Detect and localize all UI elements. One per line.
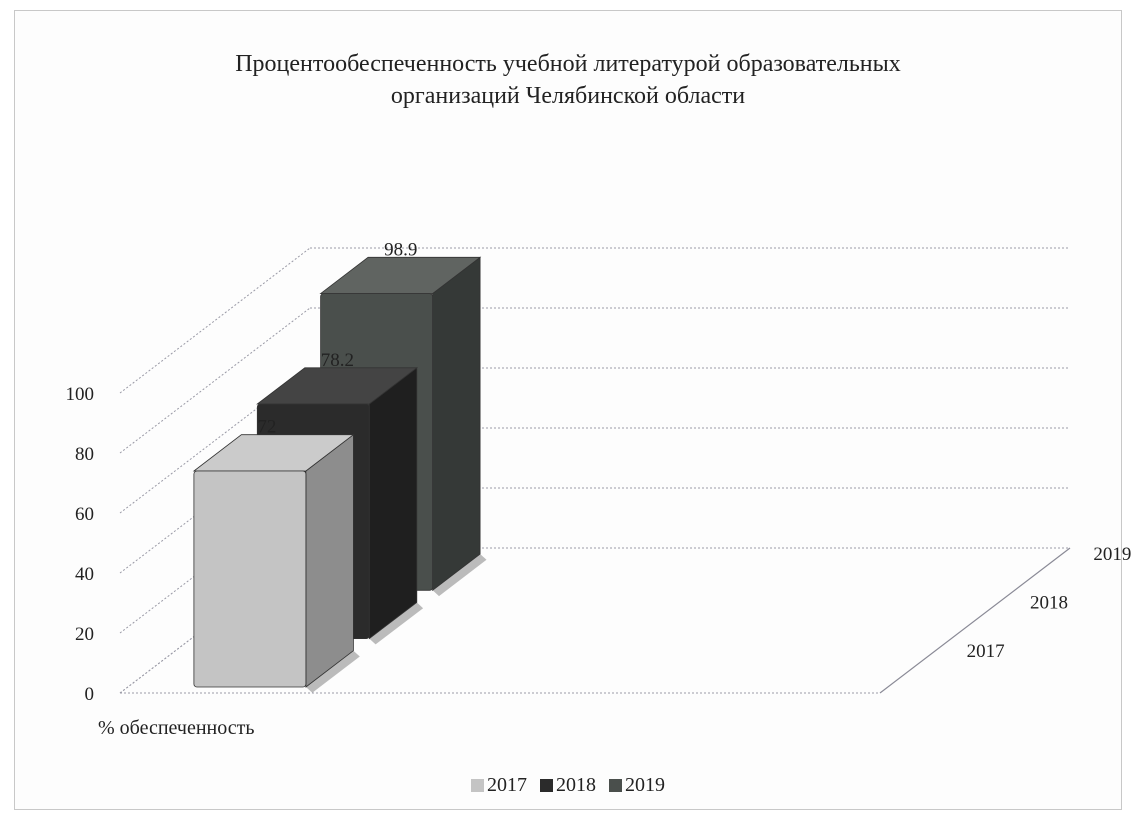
- legend-item-2019: 2019: [609, 774, 665, 797]
- data-label-2017: 72: [257, 417, 276, 438]
- data-label-2018: 78.2: [321, 350, 354, 371]
- chart-title: Процентообеспеченность учебной литератур…: [0, 48, 1136, 112]
- floor-right-edge: [879, 547, 1071, 694]
- legend-item-2017: 2017: [471, 774, 527, 797]
- y-tick-label-2: 40: [75, 564, 94, 585]
- bar-shadow-2018: [369, 602, 424, 645]
- y-tick-label-1: 20: [75, 624, 94, 645]
- side-gridline-5: [119, 247, 311, 394]
- bar-front-2017: [193, 470, 307, 688]
- depth-label-2017: 2017: [967, 641, 1005, 662]
- bar-shadow-2017: [305, 650, 360, 693]
- y-tick-label-4: 80: [75, 444, 94, 465]
- chart-title-line-1: Процентообеспеченность учебной литератур…: [235, 51, 901, 77]
- data-label-2019: 98.9: [384, 239, 417, 260]
- legend-item-2018: 2018: [540, 774, 596, 797]
- bar-side-2018: [368, 366, 418, 640]
- legend-swatch-2019: [609, 779, 622, 792]
- x-category-label: % обеспеченность: [98, 717, 254, 739]
- chart-legend: 2017 2018 2019: [0, 774, 1136, 797]
- legend-swatch-2018: [540, 779, 553, 792]
- bar-side-2019: [432, 256, 481, 592]
- legend-label-2017: 2017: [487, 774, 527, 796]
- bar-side-2017: [305, 433, 354, 688]
- legend-label-2018: 2018: [556, 774, 596, 796]
- depth-label-2019: 2019: [1093, 544, 1131, 565]
- chart-title-line-2: организаций Челябинской области: [390, 83, 746, 109]
- y-tick-label-5: 100: [66, 384, 95, 405]
- bar-shadow-2019: [432, 554, 487, 597]
- legend-label-2019: 2019: [625, 774, 665, 796]
- depth-label-2018: 2018: [1030, 593, 1068, 614]
- y-tick-label-0: 0: [85, 684, 95, 705]
- y-tick-label-3: 60: [75, 504, 94, 525]
- legend-swatch-2017: [471, 779, 484, 792]
